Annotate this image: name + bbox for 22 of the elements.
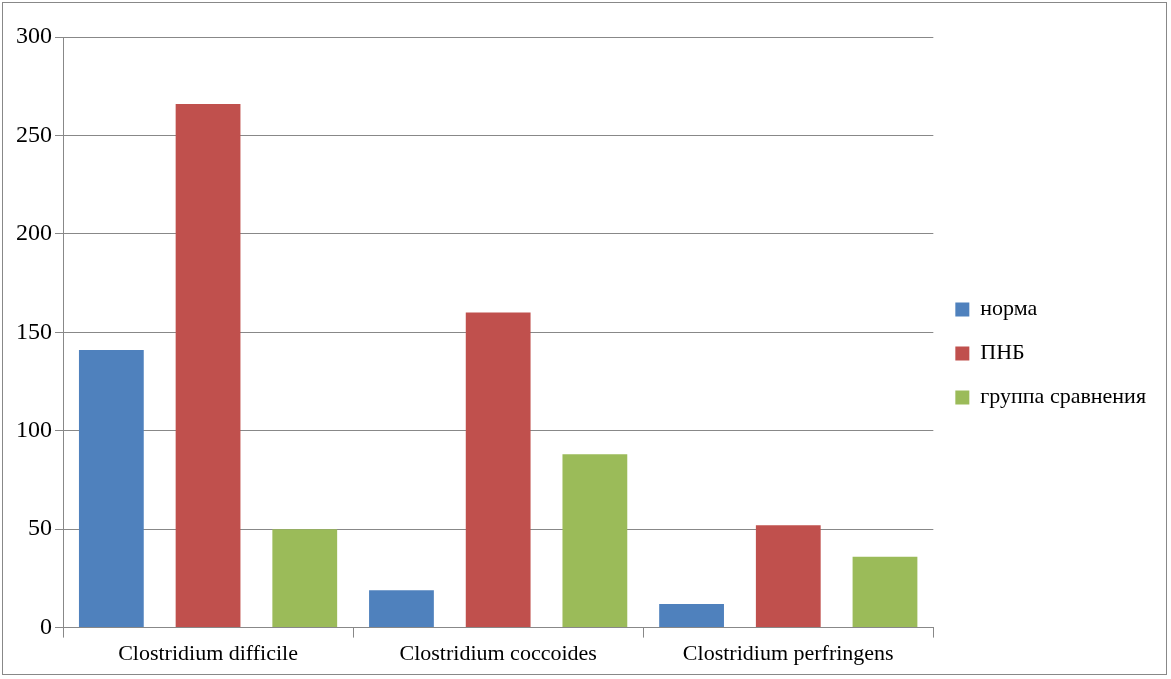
bar [852,556,918,628]
x-tick-label: Clostridium difficile [118,639,298,665]
x-tick-label: Clostridium perfringens [682,639,894,665]
x-tick-label: Clostridium coccoides [399,639,597,665]
y-tick-label: 100 [16,416,52,443]
legend-label: группа сравнения [980,383,1147,409]
y-tick-label: 50 [28,514,52,541]
y-tick-label: 150 [16,317,52,344]
bar [659,603,724,628]
bar [78,350,144,628]
bar [272,529,338,628]
legend-label: ПНБ [980,339,1025,365]
bar [465,312,531,628]
y-tick-label: 300 [16,22,52,49]
y-tick-label: 250 [16,120,52,147]
legend-label: норма [980,295,1038,321]
y-tick-label: 200 [16,219,52,246]
bar [175,103,241,628]
bar [369,590,434,628]
y-tick-label: 0 [40,612,52,639]
bar [755,525,821,628]
bar [562,454,628,628]
